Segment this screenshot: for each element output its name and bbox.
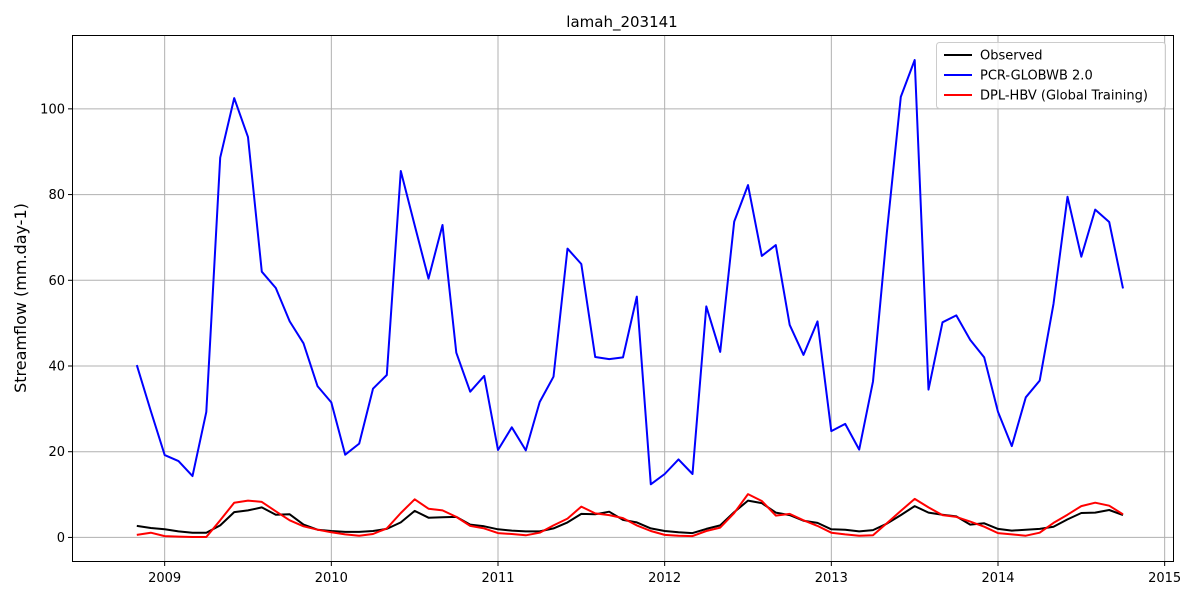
legend-label: Observed <box>980 49 1043 64</box>
y-tick-label: 100 <box>40 102 65 117</box>
x-tick-label: 2011 <box>481 571 514 586</box>
series-line-pcr-globwb-2-0 <box>135 59 1124 486</box>
y-tick-label: 20 <box>48 445 65 460</box>
x-tick-label: 2010 <box>315 571 348 586</box>
grid <box>73 36 1173 561</box>
y-tick-label: 40 <box>48 360 65 375</box>
legend: Observed PCR-GLOBWB 2.0 DPL-HBV (Global Tr… <box>936 42 1166 109</box>
legend-box <box>936 42 1166 109</box>
x-tick-label: 2012 <box>648 571 681 586</box>
x-tick-label: 2014 <box>981 571 1014 586</box>
x-tick-label: 2015 <box>1148 571 1181 586</box>
y-tick-label: 80 <box>48 188 65 203</box>
plot-frame <box>72 35 1174 562</box>
series-line-dpl-hbv-global-training <box>136 493 1124 538</box>
y-tick-label: 0 <box>57 531 65 546</box>
chart-title: lamah_203141 <box>566 13 677 32</box>
legend-label: DPL-HBV (Global Training) <box>980 89 1148 104</box>
y-tick-label: 60 <box>48 274 65 289</box>
x-tick-label: 2009 <box>148 571 181 586</box>
series-lines <box>135 59 1124 538</box>
legend-label: PCR-GLOBWB 2.0 <box>980 69 1093 84</box>
x-tick-label: 2013 <box>815 571 848 586</box>
axis-ticks: 2009 2010 2011 2012 2013 2014 2015 0 20 40 60 80 100 <box>40 102 1181 586</box>
y-axis-label: Streamflow (mm.day-1) <box>11 203 30 393</box>
